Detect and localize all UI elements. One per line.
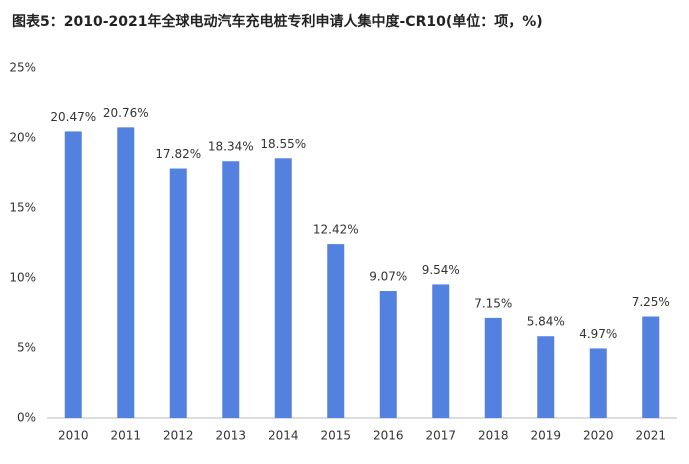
x-tick-label: 2013 [215, 429, 246, 443]
bar [537, 336, 555, 418]
y-tick-label: 20% [9, 131, 36, 145]
y-tick-label: 15% [9, 201, 36, 215]
bar [379, 291, 397, 418]
x-tick-label: 2021 [635, 429, 666, 443]
x-tick-label: 2018 [478, 429, 509, 443]
x-tick-label: 2011 [110, 429, 141, 443]
bar [274, 158, 292, 419]
chart-title: 图表5：2010-2021年全球电动汽车充电桩专利申请人集中度-CR10(单位：… [12, 13, 543, 30]
y-tick-label: 25% [9, 61, 36, 75]
x-tick-label: 2019 [530, 429, 561, 443]
bar [589, 348, 607, 418]
x-tick-label: 2017 [425, 429, 456, 443]
x-tick-label: 2015 [320, 429, 351, 443]
value-label: 4.97% [579, 327, 617, 341]
value-label: 18.55% [260, 137, 306, 151]
value-label: 7.15% [474, 296, 512, 310]
x-tick-label: 2012 [163, 429, 194, 443]
bar [222, 161, 240, 419]
value-label: 9.54% [422, 263, 460, 277]
y-tick-label: 0% [17, 411, 36, 425]
value-label: 20.76% [103, 106, 149, 120]
bar [642, 316, 660, 418]
y-tick-label: 10% [9, 271, 36, 285]
value-label: 9.07% [369, 270, 407, 284]
value-label: 20.47% [50, 110, 96, 124]
value-label: 17.82% [155, 147, 201, 161]
y-tick-label: 5% [17, 341, 36, 355]
value-label: 12.42% [313, 223, 359, 237]
bar [169, 168, 187, 418]
x-tick-label: 2014 [268, 429, 299, 443]
bar [432, 284, 450, 418]
bar [484, 317, 502, 418]
value-label: 7.25% [632, 295, 670, 309]
bar [327, 244, 345, 418]
bar [64, 131, 82, 419]
x-tick-label: 2020 [583, 429, 614, 443]
value-label: 5.84% [527, 315, 565, 329]
x-tick-label: 2010 [58, 429, 89, 443]
value-label: 18.34% [208, 140, 254, 154]
x-tick-label: 2016 [373, 429, 404, 443]
bar [117, 127, 135, 419]
